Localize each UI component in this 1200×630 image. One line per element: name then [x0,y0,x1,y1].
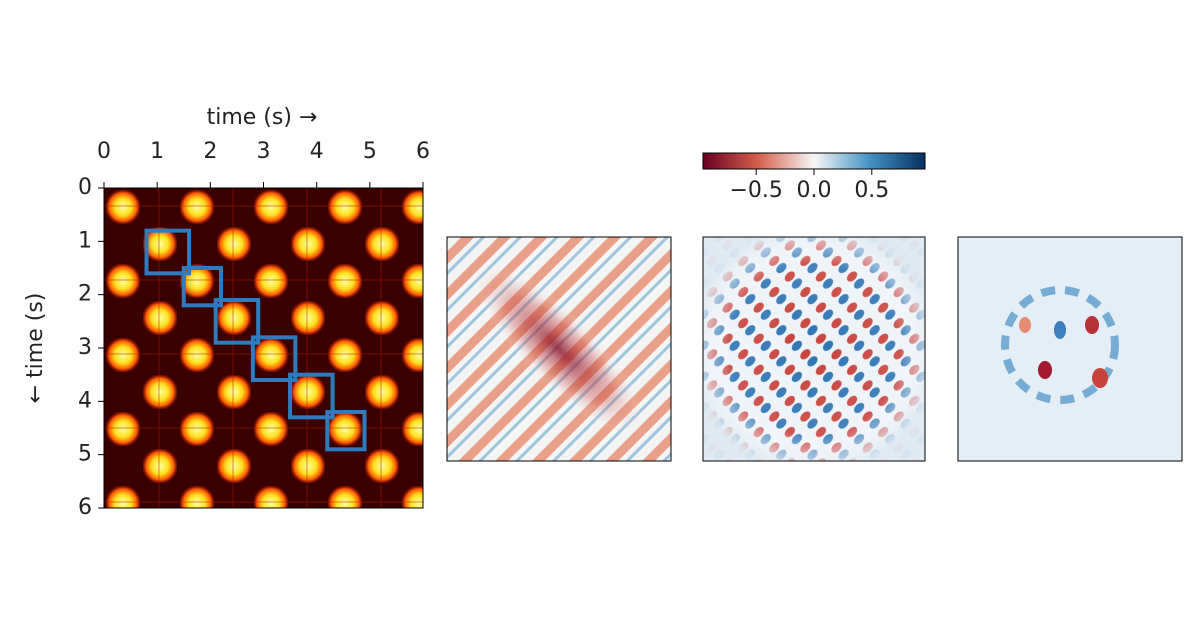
x-tick-label: 1 [150,139,164,164]
colorbar-tick-label: −0.5 [729,178,782,203]
x-tick-label: 3 [257,139,271,164]
colorbar [702,152,926,170]
panel-4 [957,236,1183,462]
segment-box [213,298,261,345]
segment-box [325,410,367,452]
y-tick-label: 3 [78,335,92,360]
segment-box [250,335,298,383]
heatmap-image [104,188,423,508]
panel-2 [446,236,672,462]
y-axis-label: ← time (s) [23,293,48,404]
x-tick-label: 2 [203,139,217,164]
x-tick-label: 0 [97,139,111,164]
segment-box [288,372,335,420]
segment-box [181,266,223,308]
colorbar-tick-label: 0.0 [797,178,832,203]
y-tick-label: 4 [78,388,92,413]
x-tick-label: 4 [310,139,324,164]
y-tick-label: 1 [78,228,92,253]
y-tick-label: 6 [78,495,92,520]
segment-box [144,228,192,276]
y-tick-label: 2 [78,282,92,307]
x-axis-label: time (s) → [207,105,318,130]
y-tick-label: 5 [78,442,92,467]
x-tick-label: 5 [363,139,377,164]
y-tick-label: 0 [78,175,92,200]
panel-3 [702,236,926,462]
x-tick-label: 6 [416,139,430,164]
colorbar-tick-label: 0.5 [854,178,889,203]
